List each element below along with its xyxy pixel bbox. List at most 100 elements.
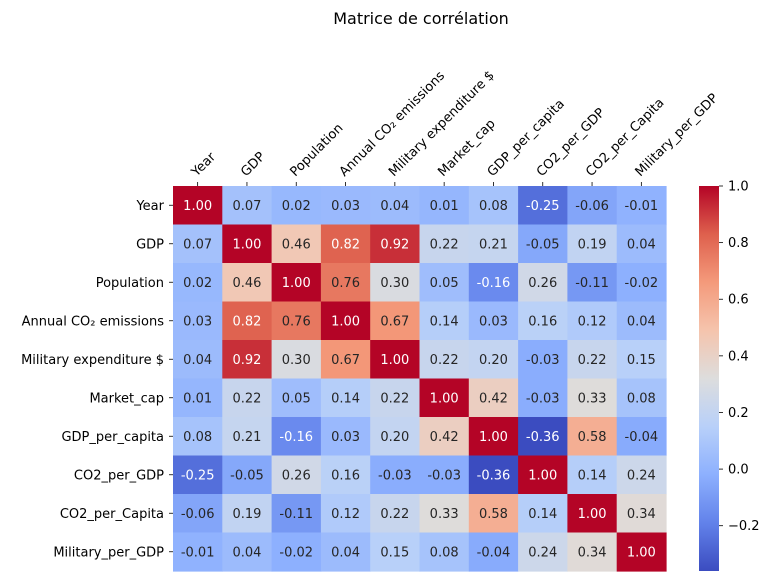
cell-value-label: 0.92 (380, 237, 409, 252)
cell-value-label: 0.46 (282, 237, 311, 252)
cell-value-label: -0.25 (526, 199, 560, 214)
cell-value-label: -0.01 (625, 199, 659, 214)
heatmap-cell (616, 378, 667, 418)
colorbar-tick-label: 0.2 (728, 406, 749, 421)
chart-title: Matrice de corrélation (333, 9, 509, 28)
heatmap-cell (468, 494, 519, 534)
cell-value-label: -0.06 (575, 199, 609, 214)
cell-value-label: 0.24 (627, 468, 656, 483)
heatmap-cell (567, 263, 618, 303)
cell-value-label: -0.11 (575, 276, 609, 291)
cell-value-label: 0.42 (479, 391, 508, 406)
heatmap-cell (271, 224, 322, 264)
heatmap-cell (370, 417, 421, 457)
heatmap-cell (173, 224, 223, 264)
cell-value-label: -0.06 (181, 507, 215, 522)
cell-value-label: -0.16 (477, 276, 511, 291)
cell-value-label: 1.00 (282, 276, 311, 291)
cell-value-label: -0.25 (181, 468, 215, 483)
cell-value-label: 0.08 (183, 430, 212, 445)
heatmap-cell (419, 378, 470, 418)
heatmap-cell (518, 417, 568, 457)
row-label: GDP (136, 237, 164, 252)
cell-value-label: 0.34 (627, 507, 656, 522)
heatmap-cell (518, 224, 568, 264)
cell-value-label: -0.04 (477, 545, 511, 560)
row-label: Military_per_GDP (53, 545, 164, 560)
row-label: Population (96, 276, 164, 291)
heatmap-cell (271, 532, 322, 572)
colorbar-tick-label: 0.8 (728, 236, 749, 251)
heatmap-cell (616, 340, 667, 380)
heatmap-cell (419, 417, 470, 457)
cell-value-label: 0.24 (528, 545, 557, 560)
heatmap-value-labels: 1.00 0.07 0.02 0.03 0.04 0.01 0.08 -0.25 -0.06 -0… (181, 199, 658, 561)
cell-value-label: 0.14 (578, 468, 607, 483)
heatmap-cell (173, 263, 223, 303)
heatmap-cell (370, 263, 421, 303)
heatmap-cell (173, 340, 223, 380)
cell-value-label: 0.07 (183, 237, 212, 252)
heatmap-cell (419, 532, 470, 572)
heatmap-cell (320, 378, 371, 418)
cell-value-label: 0.05 (282, 391, 311, 406)
heatmap-cell (468, 532, 519, 572)
cell-value-label: 0.30 (282, 353, 311, 368)
cell-value-label: 0.58 (578, 430, 607, 445)
heatmap-cell (173, 455, 223, 495)
heatmap-cell (222, 263, 273, 303)
cell-value-label: 0.16 (331, 468, 360, 483)
heatmap-cell (173, 417, 223, 457)
cell-value-label: 0.82 (331, 237, 360, 252)
heatmap-cell (173, 378, 223, 418)
cell-value-label: 0.20 (380, 430, 409, 445)
heatmap-cell (468, 455, 519, 495)
cell-value-label: 0.04 (627, 314, 656, 329)
heatmap-cell (370, 378, 421, 418)
heatmap-cell (320, 301, 371, 341)
heatmap-cell (518, 378, 568, 418)
heatmap-cell (567, 378, 618, 418)
heatmap-cell (518, 186, 568, 226)
cell-value-label: -0.03 (526, 353, 560, 368)
cell-value-label: 0.22 (578, 353, 607, 368)
heatmap-cell (518, 494, 568, 534)
cell-value-label: -0.02 (279, 545, 313, 560)
heatmap-cell (616, 417, 667, 457)
heatmap-cell (616, 224, 667, 264)
cell-value-label: -0.11 (279, 507, 313, 522)
cell-value-label: 0.03 (331, 199, 360, 214)
heatmap-cell (320, 532, 371, 572)
heatmap-cell (320, 417, 371, 457)
heatmap-cell (271, 417, 322, 457)
heatmap-cell (271, 378, 322, 418)
heatmap-cell (271, 494, 322, 534)
cell-value-label: 0.04 (331, 545, 360, 560)
heatmap-cell (567, 532, 618, 572)
cell-value-label: 0.33 (430, 507, 459, 522)
cell-value-label: 1.00 (380, 353, 409, 368)
row-label: Year (135, 199, 164, 214)
cell-value-label: -0.05 (230, 468, 264, 483)
cell-value-label: -0.03 (526, 391, 560, 406)
cell-value-label: 0.04 (380, 199, 409, 214)
cell-value-label: 0.92 (232, 353, 261, 368)
cell-value-label: 0.42 (430, 430, 459, 445)
heatmap-cell (567, 224, 618, 264)
cell-value-label: 0.08 (430, 545, 459, 560)
cell-value-label: 0.30 (380, 276, 409, 291)
colorbar: 1.0 0.8 0.6 0.4 0.2 0.0 −0.2 (699, 180, 760, 571)
cell-value-label: 0.33 (578, 391, 607, 406)
row-label: CO2_per_GDP (74, 468, 164, 483)
cell-value-label: 0.58 (479, 507, 508, 522)
heatmap-cells (173, 186, 667, 572)
cell-value-label: 0.22 (380, 391, 409, 406)
cell-value-label: 0.22 (430, 237, 459, 252)
heatmap-cell (370, 340, 421, 380)
heatmap-cell (616, 494, 667, 534)
cell-value-label: 0.22 (380, 507, 409, 522)
column-label: Year (188, 149, 219, 180)
cell-value-label: 0.15 (380, 545, 409, 560)
heatmap-cell (370, 494, 421, 534)
cell-value-label: 0.04 (183, 353, 212, 368)
